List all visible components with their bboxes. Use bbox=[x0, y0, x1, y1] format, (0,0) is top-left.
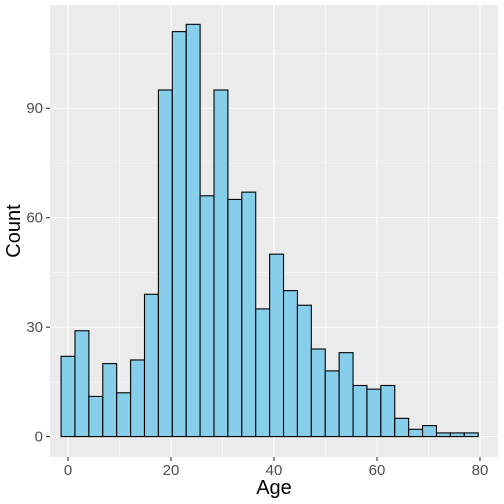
histogram-bars bbox=[60, 23, 479, 438]
histogram-bar bbox=[338, 352, 354, 438]
y-tick-label: 90 bbox=[26, 100, 43, 117]
x-tick-label: 20 bbox=[163, 462, 180, 479]
y-axis-title: Count bbox=[3, 204, 25, 258]
histogram-bar bbox=[352, 384, 368, 438]
y-tick-label: 0 bbox=[35, 429, 43, 446]
histogram-bar bbox=[213, 89, 229, 438]
y-tick-label: 60 bbox=[26, 210, 43, 227]
histogram-bar bbox=[408, 428, 424, 438]
x-axis-title: Age bbox=[256, 477, 292, 499]
histogram-bar bbox=[366, 388, 382, 438]
histogram-bar bbox=[116, 392, 132, 438]
x-tick-label: 0 bbox=[64, 462, 72, 479]
histogram-bar bbox=[435, 432, 451, 438]
histogram-bar bbox=[449, 432, 465, 438]
histogram-bar bbox=[422, 425, 438, 438]
histogram-bar bbox=[171, 31, 187, 438]
x-tick-label: 60 bbox=[369, 462, 386, 479]
x-tick-label: 40 bbox=[266, 462, 283, 479]
histogram-bar bbox=[241, 191, 257, 438]
histogram-bar bbox=[227, 198, 243, 438]
histogram-bar bbox=[324, 370, 340, 438]
histogram-bar bbox=[310, 348, 326, 438]
histogram-bar bbox=[60, 355, 76, 438]
histogram-bar bbox=[269, 253, 285, 438]
histogram-bar bbox=[296, 304, 312, 438]
histogram-bar bbox=[199, 195, 215, 438]
histogram-bar bbox=[394, 417, 410, 438]
histogram-bar bbox=[130, 359, 146, 438]
histogram-bar bbox=[282, 290, 298, 438]
x-tick-label: 80 bbox=[472, 462, 489, 479]
histogram-bar bbox=[255, 308, 271, 438]
histogram-bar bbox=[143, 293, 159, 438]
y-tick-label: 30 bbox=[26, 319, 43, 336]
y-axis-ticks: 0 30 60 90 bbox=[26, 100, 50, 446]
x-axis-ticks: 0 20 40 60 80 bbox=[64, 457, 488, 479]
histogram-bar bbox=[157, 89, 173, 438]
histogram-bar bbox=[102, 363, 118, 438]
histogram-bar bbox=[74, 330, 90, 438]
histogram-bar bbox=[88, 395, 104, 438]
histogram-bar bbox=[463, 432, 479, 438]
histogram-bar bbox=[380, 384, 396, 438]
histogram-bar bbox=[185, 23, 201, 438]
